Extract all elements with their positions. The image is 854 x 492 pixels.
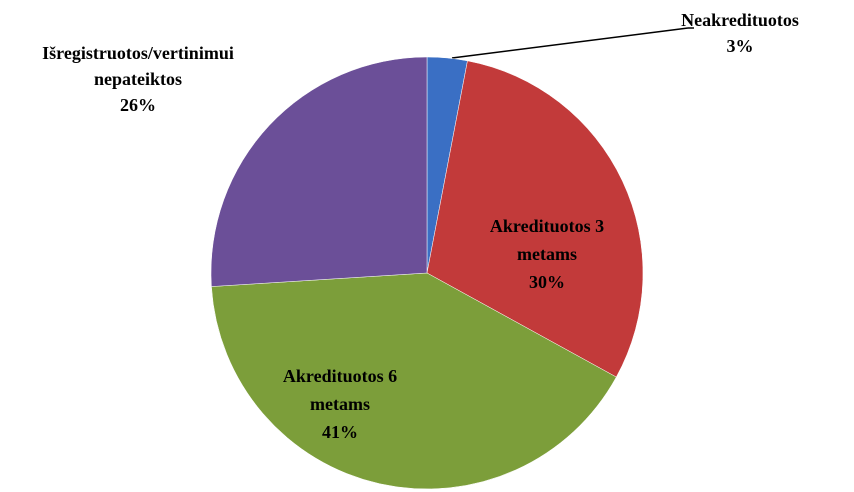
label-line: Išregistruotos/vertinimui: [42, 43, 234, 63]
label-line: nepateiktos: [94, 69, 182, 89]
slice-label: Neakredituotos: [681, 10, 799, 30]
pie-slice: [211, 272, 617, 490]
slice-percent: 26%: [120, 95, 156, 115]
pie-slice: [426, 60, 644, 378]
label-line: Akredituotos 6: [283, 366, 397, 386]
slice-label: Akredituotos 3 metams: [490, 216, 604, 264]
label-line: Neakredituotos: [681, 10, 799, 30]
slice-label: Akredituotos 6 metams: [283, 366, 397, 414]
slice-percent: 30%: [529, 272, 565, 292]
label-line: metams: [517, 244, 577, 264]
slice-label: Išregistruotos/vertinimui nepateiktos: [42, 43, 234, 89]
label-line: metams: [310, 394, 370, 414]
slice-percent: 41%: [322, 422, 358, 442]
label-line: Akredituotos 3: [490, 216, 604, 236]
pie-slice: [210, 56, 428, 287]
slice-percent: 3%: [727, 36, 754, 56]
leader-line: [451, 27, 689, 59]
